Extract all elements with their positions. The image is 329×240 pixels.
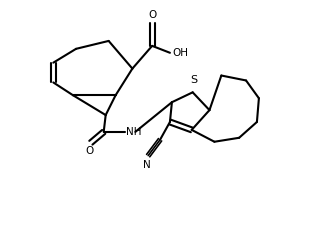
Text: N: N: [143, 160, 151, 169]
Text: NH: NH: [126, 127, 142, 137]
Text: OH: OH: [172, 48, 188, 58]
Text: S: S: [190, 75, 197, 85]
Text: O: O: [148, 10, 156, 20]
Text: O: O: [86, 146, 94, 156]
